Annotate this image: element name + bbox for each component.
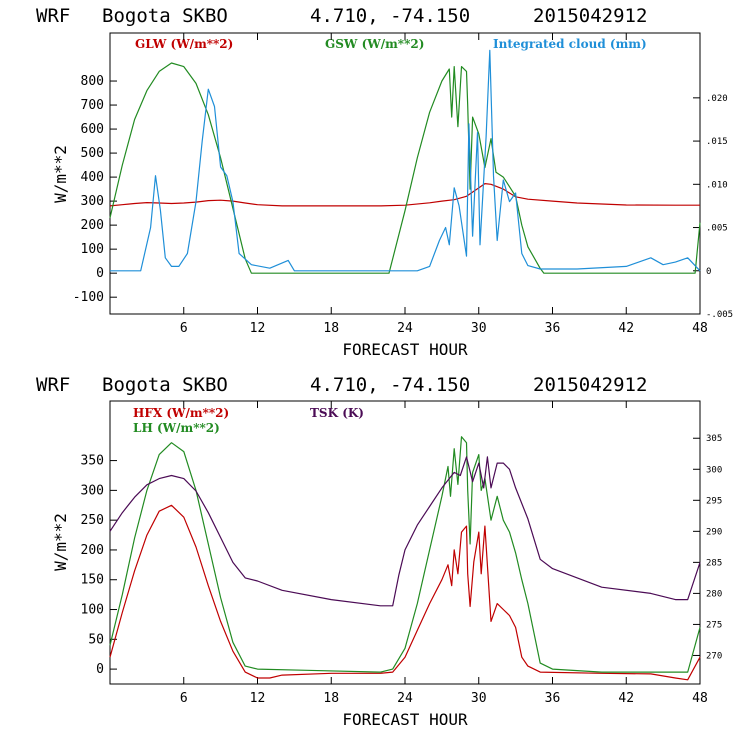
right-tick-label: 300: [706, 465, 722, 475]
lower-y-axis-label: W/m**2: [51, 513, 70, 571]
right-tick-label: .020: [706, 94, 728, 104]
x-tick-label: 24: [397, 691, 413, 706]
right-tick-label: -.005: [706, 310, 733, 320]
series-line-lh: [109, 436, 701, 673]
y-tick-label: 50: [88, 632, 104, 647]
y-tick-label: 700: [81, 98, 104, 113]
x-tick-label: 12: [250, 321, 266, 336]
lower-header-station: Bogota SKBO: [102, 374, 228, 396]
y-tick-label: 350: [81, 454, 104, 469]
upper-series-lines: [109, 49, 701, 274]
series-line-hfx: [109, 504, 701, 681]
right-tick-label: 295: [706, 496, 722, 506]
y-tick-label: 150: [81, 573, 104, 588]
legend-integrated-cloud: Integrated cloud (mm): [493, 37, 647, 51]
x-tick-label: 24: [397, 321, 413, 336]
series-line-gsw: [109, 62, 701, 274]
y-tick-label: 0: [96, 662, 104, 677]
upper-header-coords: 4.710, -74.150: [310, 5, 470, 27]
y-tick-label: 100: [81, 242, 104, 257]
y-tick-label: -100: [73, 290, 104, 305]
y-tick-label: 400: [81, 170, 104, 185]
right-tick-label: .015: [706, 137, 728, 147]
legend-glw: GLW (W/m**2): [135, 37, 233, 51]
right-tick-label: .005: [706, 224, 728, 234]
legend-gsw: GSW (W/m**2): [325, 37, 424, 51]
y-tick-label: 200: [81, 543, 104, 558]
lower-header-init: 2015042912: [533, 374, 647, 396]
x-tick-label: 36: [545, 321, 561, 336]
lower-panel: WRF Bogota SKBO 4.710, -74.150 201504291…: [36, 374, 722, 729]
right-tick-label: 305: [706, 434, 722, 444]
x-tick-label: 42: [618, 321, 634, 336]
x-tick-label: 18: [323, 321, 339, 336]
x-tick-label: 42: [618, 691, 634, 706]
right-tick-label: 285: [706, 558, 722, 568]
y-tick-label: 250: [81, 513, 104, 528]
right-tick-label: 0: [706, 267, 711, 277]
lower-axis-ticks: 6 12 18 24 30 36 42 48 0 50 100 150 200 250 300 350 270 2…: [81, 401, 722, 706]
lower-header-coords: 4.710, -74.150: [310, 374, 470, 396]
y-tick-label: 800: [81, 74, 104, 89]
legend-hfx: HFX (W/m**2): [133, 406, 229, 420]
x-tick-label: 48: [692, 691, 708, 706]
y-tick-label: 0: [96, 266, 104, 281]
upper-y-axis-label: W/m**2: [51, 145, 70, 203]
right-tick-label: .010: [706, 180, 728, 190]
lower-x-axis-label: FORECAST HOUR: [342, 710, 468, 729]
lower-plot-frame: [109, 400, 701, 685]
x-tick-label: 18: [323, 691, 339, 706]
x-tick-label: 12: [250, 691, 266, 706]
right-tick-label: 290: [706, 527, 722, 537]
lower-series-lines: [109, 436, 701, 681]
y-tick-label: 300: [81, 194, 104, 209]
series-line-tsk: [109, 456, 701, 607]
upper-header-station: Bogota SKBO: [102, 5, 228, 27]
legend-tsk: TSK (K): [310, 406, 364, 420]
upper-x-axis-label: FORECAST HOUR: [342, 340, 468, 359]
upper-panel: WRF Bogota SKBO 4.710, -74.150 201504291…: [36, 5, 733, 359]
legend-lh: LH (W/m**2): [133, 421, 220, 435]
y-tick-label: 100: [81, 603, 104, 618]
series-line-glw: [109, 183, 700, 207]
x-tick-label: 6: [180, 321, 188, 336]
x-tick-label: 30: [471, 321, 487, 336]
right-tick-label: 275: [706, 620, 722, 630]
y-tick-label: 200: [81, 218, 104, 233]
y-tick-label: 600: [81, 122, 104, 137]
x-tick-label: 36: [545, 691, 561, 706]
upper-header-model: WRF: [36, 5, 70, 27]
x-tick-label: 6: [180, 691, 188, 706]
x-tick-label: 30: [471, 691, 487, 706]
x-tick-label: 48: [692, 321, 708, 336]
lower-header-model: WRF: [36, 374, 70, 396]
right-tick-label: 270: [706, 651, 722, 661]
series-line-integrated: [110, 49, 701, 272]
upper-header-init: 2015042912: [533, 5, 647, 27]
upper-axis-ticks: 6 12 18 24 30 36 42 48 -100 0 100 200 300 400 500 600 70…: [73, 33, 733, 336]
y-tick-label: 300: [81, 483, 104, 498]
y-tick-label: 500: [81, 146, 104, 161]
right-tick-label: 280: [706, 589, 722, 599]
